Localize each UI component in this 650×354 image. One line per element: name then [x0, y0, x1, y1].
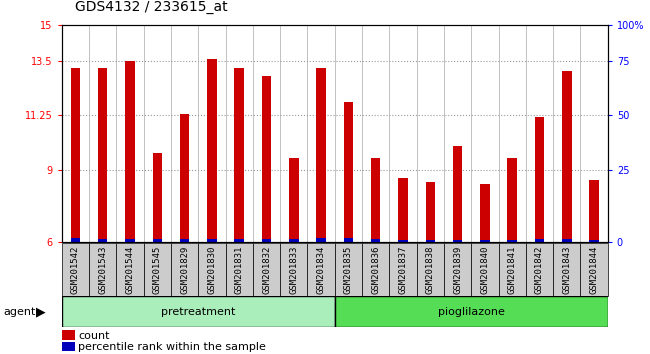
Text: GSM201543: GSM201543: [98, 246, 107, 294]
Bar: [389, 243, 417, 296]
Bar: [62, 296, 335, 327]
Bar: [444, 243, 471, 296]
Bar: [198, 243, 226, 296]
Bar: [125, 239, 135, 242]
Bar: [235, 239, 244, 242]
Text: GSM201843: GSM201843: [562, 246, 571, 294]
Bar: [253, 243, 280, 296]
Bar: [235, 68, 244, 242]
Text: GSM201834: GSM201834: [317, 246, 326, 294]
Bar: [471, 243, 499, 296]
Text: GSM201542: GSM201542: [71, 246, 80, 294]
Bar: [526, 243, 553, 296]
Bar: [453, 146, 462, 242]
Text: GSM201837: GSM201837: [398, 246, 408, 294]
Text: count: count: [78, 331, 110, 341]
Text: GSM201842: GSM201842: [535, 246, 544, 294]
Bar: [144, 243, 171, 296]
Bar: [499, 243, 526, 296]
Text: GSM201830: GSM201830: [207, 246, 216, 294]
Bar: [371, 239, 380, 242]
Bar: [262, 76, 271, 242]
Text: GSM201545: GSM201545: [153, 246, 162, 294]
Bar: [62, 342, 75, 351]
Bar: [207, 239, 216, 242]
Bar: [153, 239, 162, 242]
Bar: [344, 102, 353, 242]
Text: percentile rank within the sample: percentile rank within the sample: [78, 342, 266, 352]
Bar: [98, 239, 107, 242]
Bar: [180, 114, 189, 242]
Bar: [89, 243, 116, 296]
Bar: [398, 178, 408, 242]
Text: GSM201844: GSM201844: [590, 246, 599, 294]
Text: GSM201838: GSM201838: [426, 246, 435, 294]
Bar: [580, 243, 608, 296]
Bar: [590, 179, 599, 242]
Bar: [171, 243, 198, 296]
Bar: [508, 158, 517, 242]
Text: GSM201840: GSM201840: [480, 246, 489, 294]
Text: GSM201835: GSM201835: [344, 246, 353, 294]
Text: GSM201544: GSM201544: [125, 246, 135, 294]
Bar: [344, 238, 353, 242]
Bar: [207, 59, 216, 242]
Bar: [562, 239, 571, 242]
Bar: [590, 240, 599, 242]
Bar: [508, 240, 517, 242]
Text: agent: agent: [3, 307, 36, 317]
Bar: [362, 243, 389, 296]
Bar: [71, 238, 80, 242]
Text: GSM201841: GSM201841: [508, 246, 517, 294]
Text: GSM201833: GSM201833: [289, 246, 298, 294]
Bar: [98, 68, 107, 242]
Bar: [317, 68, 326, 242]
Bar: [335, 296, 608, 327]
Text: GSM201839: GSM201839: [453, 246, 462, 294]
Bar: [371, 158, 380, 242]
Bar: [307, 243, 335, 296]
Bar: [62, 243, 89, 296]
Bar: [125, 61, 135, 242]
Bar: [226, 243, 253, 296]
Bar: [417, 243, 444, 296]
Bar: [426, 182, 435, 242]
Text: pretreatment: pretreatment: [161, 307, 235, 317]
Bar: [62, 330, 75, 339]
Bar: [71, 68, 80, 242]
Bar: [280, 243, 307, 296]
Bar: [535, 117, 544, 242]
Bar: [289, 158, 298, 242]
Bar: [153, 153, 162, 242]
Bar: [289, 239, 298, 242]
Bar: [335, 243, 362, 296]
Bar: [398, 240, 408, 242]
Text: ▶: ▶: [36, 306, 46, 318]
Bar: [480, 184, 489, 242]
Bar: [426, 240, 435, 242]
Bar: [480, 240, 489, 242]
Text: GSM201836: GSM201836: [371, 246, 380, 294]
Bar: [116, 243, 144, 296]
Text: GSM201831: GSM201831: [235, 246, 244, 294]
Text: GSM201829: GSM201829: [180, 246, 189, 294]
Bar: [180, 239, 189, 242]
Text: GDS4132 / 233615_at: GDS4132 / 233615_at: [75, 0, 228, 14]
Bar: [317, 238, 326, 242]
Bar: [453, 240, 462, 242]
Bar: [562, 71, 571, 242]
Bar: [535, 239, 544, 242]
Bar: [262, 239, 271, 242]
Bar: [553, 243, 580, 296]
Text: GSM201832: GSM201832: [262, 246, 271, 294]
Text: pioglilazone: pioglilazone: [438, 307, 504, 317]
